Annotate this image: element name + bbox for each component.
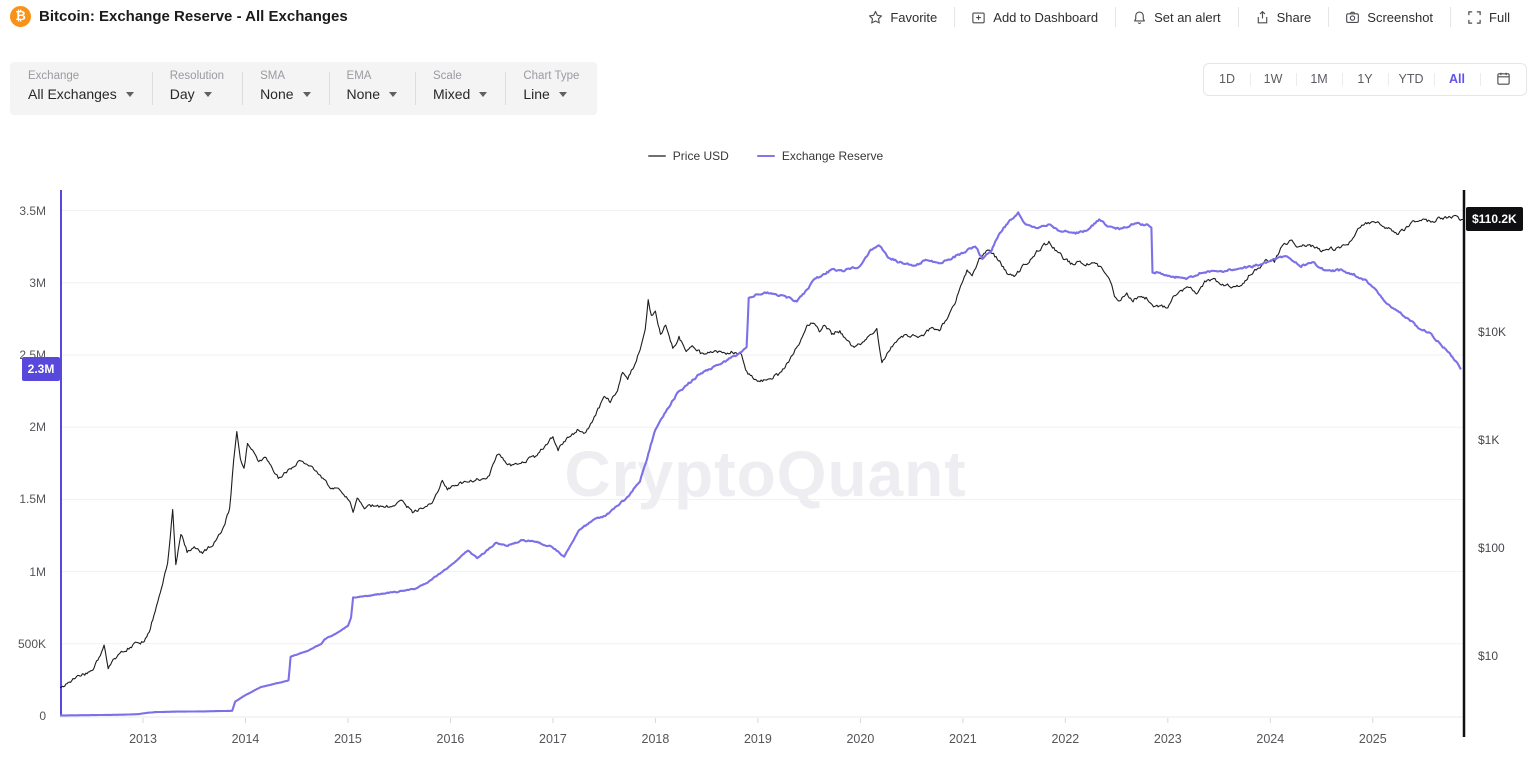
x-axis-label: 2024 xyxy=(1256,732,1285,746)
control-ema[interactable]: EMA None xyxy=(328,62,415,115)
x-axis-label: 2021 xyxy=(948,732,977,746)
x-axis-label: 2025 xyxy=(1358,732,1387,746)
x-axis-label: 2020 xyxy=(846,732,875,746)
y-axis-label-left: 3M xyxy=(29,275,46,290)
y-axis-label-right: $10K xyxy=(1478,325,1507,339)
x-axis-label: 2022 xyxy=(1051,732,1080,746)
series-price-usd xyxy=(59,214,1465,689)
header-action-set-an-alert[interactable]: Set an alert xyxy=(1115,0,1238,34)
control-value: Mixed xyxy=(433,86,471,102)
chevron-down-icon xyxy=(125,91,134,97)
fullscreen-icon xyxy=(1467,10,1482,25)
header-action-full[interactable]: Full xyxy=(1450,0,1527,34)
legend-swatch xyxy=(756,154,775,158)
chevron-down-icon xyxy=(558,91,567,97)
x-axis-label: 2015 xyxy=(334,732,362,746)
chevron-down-icon xyxy=(302,91,311,97)
control-resolution[interactable]: Resolution Day xyxy=(151,62,242,115)
control-label: Scale xyxy=(433,70,462,82)
calendar-icon xyxy=(1496,71,1511,86)
range-option-all[interactable]: All xyxy=(1434,65,1480,94)
header-action-label: Set an alert xyxy=(1154,9,1221,25)
cryptoquant-watermark: CryptoQuant xyxy=(564,438,967,510)
control-scale[interactable]: Scale Mixed xyxy=(415,62,505,115)
legend-item-price-usd[interactable]: Price USD xyxy=(647,149,729,163)
y-axis-label-left: 1M xyxy=(29,564,46,579)
y-axis-label-right: $10 xyxy=(1478,649,1499,663)
control-sma[interactable]: SMA None xyxy=(242,62,328,115)
x-axis-label: 2016 xyxy=(436,732,465,746)
dashboard-add-icon xyxy=(971,10,986,25)
star-icon xyxy=(868,10,883,25)
header-action-label: Add to Dashboard xyxy=(993,9,1099,25)
control-label: EMA xyxy=(346,70,372,82)
chart-legend: Price USD Exchange Reserve xyxy=(0,149,1531,163)
header-action-label: Favorite xyxy=(890,9,938,25)
current-value-badge-price: $110.2K xyxy=(1466,207,1523,232)
current-value-badge-reserve: 2.3M xyxy=(22,357,60,382)
series-exchange-reserve xyxy=(60,211,1462,717)
range-option-ytd[interactable]: YTD xyxy=(1388,65,1434,94)
chevron-down-icon xyxy=(203,91,212,97)
legend-swatch xyxy=(647,154,666,158)
control-value: Line xyxy=(523,86,550,102)
legend-item-exchange-reserve[interactable]: Exchange Reserve xyxy=(756,149,884,163)
control-chart-type[interactable]: Chart Type Line xyxy=(505,62,597,115)
control-label: Chart Type xyxy=(523,70,580,82)
control-label: SMA xyxy=(260,70,285,82)
y-axis-label-left: 3.5M xyxy=(19,203,46,218)
y-axis-label-left: 500K xyxy=(17,636,46,651)
range-option-1d[interactable]: 1D xyxy=(1204,65,1250,94)
legend-label: Price USD xyxy=(672,149,729,163)
header-action-add-to-dashboard[interactable]: Add to Dashboard xyxy=(954,0,1115,34)
header: ₿ Bitcoin: Exchange Reserve - All Exchan… xyxy=(0,0,1531,36)
y-axis-label-left: 0 xyxy=(39,709,46,723)
x-axis-label: 2019 xyxy=(743,732,772,746)
header-action-share[interactable]: Share xyxy=(1237,0,1329,34)
y-axis-label-left: 1.5M xyxy=(19,492,46,507)
header-action-screenshot[interactable]: Screenshot xyxy=(1328,0,1450,34)
x-axis-label: 2013 xyxy=(129,732,157,746)
header-actions: Favorite Add to Dashboard Set an alert Shar… xyxy=(851,0,1527,34)
header-action-label: Full xyxy=(1489,9,1510,25)
control-value: None xyxy=(260,86,294,102)
x-axis-label: 2017 xyxy=(539,732,567,746)
control-value: All Exchanges xyxy=(28,86,117,102)
bell-icon xyxy=(1132,10,1147,25)
x-axis-label: 2018 xyxy=(641,732,670,746)
custom-date-range-button[interactable] xyxy=(1480,65,1526,94)
control-exchange[interactable]: Exchange All Exchanges xyxy=(10,62,152,115)
header-action-label: Share xyxy=(1276,9,1312,25)
control-value: None xyxy=(346,86,380,102)
control-value: Day xyxy=(169,86,195,102)
y-axis-label-right: $1K xyxy=(1478,433,1500,447)
legend-label: Exchange Reserve xyxy=(781,149,884,163)
page-title: Bitcoin: Exchange Reserve - All Exchange… xyxy=(39,8,348,25)
header-action-favorite[interactable]: Favorite xyxy=(851,0,954,34)
chevron-down-icon xyxy=(479,91,488,97)
control-label: Exchange xyxy=(28,70,80,82)
bitcoin-icon: ₿ xyxy=(10,6,31,27)
range-option-1y[interactable]: 1Y xyxy=(1342,65,1388,94)
time-range-selector: 1D 1W 1M 1Y YTD All xyxy=(1203,63,1527,96)
control-label: Resolution xyxy=(169,70,225,82)
chevron-down-icon xyxy=(389,91,397,97)
y-axis-label-right: $100 xyxy=(1478,541,1505,555)
x-axis-label: 2023 xyxy=(1153,732,1182,746)
x-axis-label: 2014 xyxy=(231,732,260,746)
chart-settings-toolbar: Exchange All Exchanges Resolution Day SMA Non… xyxy=(10,62,598,115)
header-action-label: Screenshot xyxy=(1367,9,1434,25)
camera-icon xyxy=(1345,10,1360,25)
share-icon xyxy=(1255,10,1270,25)
y-axis-label-left: 2M xyxy=(29,420,46,435)
range-option-1w[interactable]: 1W xyxy=(1250,65,1296,94)
range-option-1m[interactable]: 1M xyxy=(1296,65,1342,94)
